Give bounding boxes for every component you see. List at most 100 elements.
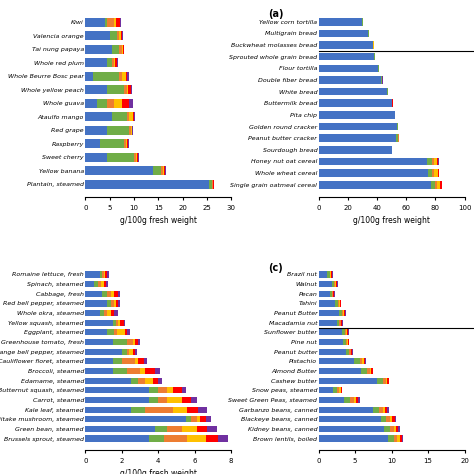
Bar [107,58,112,67]
Bar [115,18,116,27]
Bar [344,397,350,403]
Bar [319,158,427,165]
Bar [116,319,118,326]
Bar [85,31,109,40]
Bar [197,416,200,422]
Bar [385,407,387,413]
Bar [122,99,129,108]
Bar [173,407,187,413]
Bar [85,339,113,345]
Bar [107,300,111,307]
Bar [167,397,182,403]
Bar [155,368,160,374]
Bar [127,112,129,121]
Bar [116,58,117,67]
Bar [122,45,123,54]
Bar [346,329,347,336]
Bar [85,180,210,189]
Bar [113,358,122,365]
Bar [122,72,126,81]
Bar [198,407,208,413]
Bar [85,300,107,307]
Bar [104,281,106,287]
Bar [158,387,167,393]
Bar [332,271,333,277]
Bar [340,387,342,393]
Bar [163,166,164,175]
Bar [115,310,118,316]
Bar [440,181,442,189]
Bar [127,368,140,374]
Bar [342,310,344,316]
Bar [386,377,387,384]
Bar [432,169,434,177]
Bar [127,348,129,355]
Bar [107,18,115,27]
Bar [126,139,127,148]
Bar [85,416,186,422]
Bar [117,329,125,336]
Bar [333,291,334,297]
X-axis label: g/100g fresh weight: g/100g fresh weight [120,469,197,474]
Bar [332,281,334,287]
Bar [85,153,107,162]
Bar [356,397,358,403]
Bar [85,377,131,384]
Bar [191,397,197,403]
Bar [438,158,439,165]
Bar [85,126,107,135]
Bar [212,180,213,189]
Bar [334,291,335,297]
Bar [111,310,115,316]
Bar [197,426,208,432]
Bar [138,153,139,162]
Bar [342,319,343,326]
Bar [92,72,119,81]
Bar [371,368,373,374]
Bar [113,368,127,374]
Bar [361,368,367,374]
Bar [136,348,137,355]
Bar [118,300,120,307]
Bar [370,368,371,374]
Bar [115,329,117,336]
Bar [173,387,182,393]
Bar [116,18,120,27]
Bar [105,18,107,27]
Bar [146,377,153,384]
Bar [112,45,119,54]
Bar [138,358,144,365]
Bar [344,310,345,316]
Bar [354,397,356,403]
Bar [384,426,390,432]
Bar [319,18,363,26]
Bar [388,436,394,442]
Bar [319,135,396,142]
Bar [352,348,353,355]
Bar [129,126,130,135]
Bar [107,85,124,94]
Bar [340,300,341,307]
Bar [319,358,354,365]
Bar [124,85,127,94]
Bar [392,416,394,422]
Bar [206,436,219,442]
Bar [120,18,121,27]
Bar [98,99,107,108]
Bar [146,407,173,413]
Bar [182,426,197,432]
Bar [100,139,124,148]
Bar [345,329,346,336]
Bar [117,31,119,40]
Bar [161,166,163,175]
Bar [111,291,115,297]
Bar [107,126,129,135]
Bar [319,271,328,277]
Bar [167,387,173,393]
Bar [119,31,121,40]
Bar [396,426,398,432]
Bar [374,407,379,413]
Bar [135,112,136,121]
Bar [381,416,386,422]
Bar [319,436,388,442]
